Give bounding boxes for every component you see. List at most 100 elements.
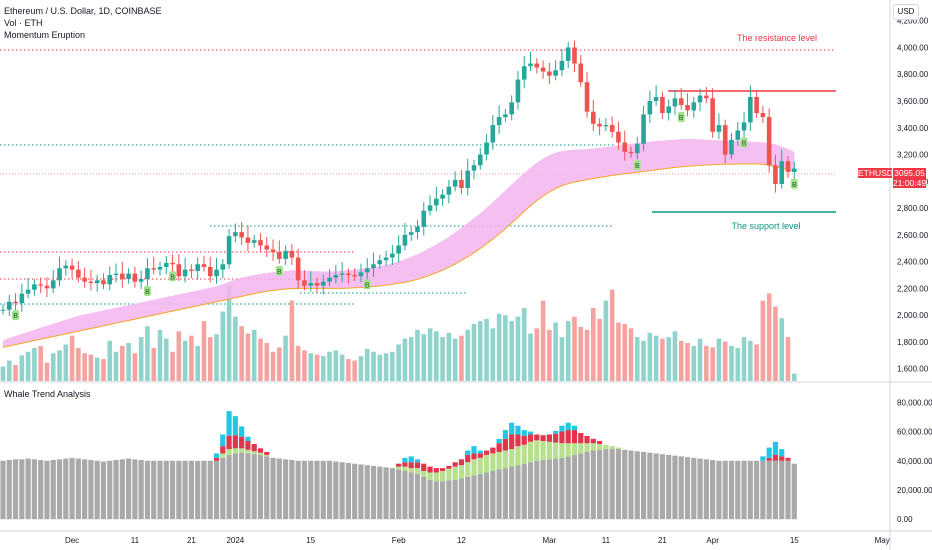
- whale-bar-red: [232, 435, 238, 449]
- candle-body: [170, 262, 175, 265]
- volume-bar: [421, 334, 427, 381]
- candle-body: [515, 79, 521, 103]
- candle-body: [440, 194, 445, 199]
- whale-bar-grey: [314, 460, 320, 520]
- time-tick-label: 11: [131, 536, 140, 545]
- volume-bar: [333, 350, 339, 381]
- whale-bar-red: [766, 457, 772, 461]
- whale-bar-cyan: [527, 431, 534, 435]
- whale-bar-red: [515, 434, 521, 447]
- whale-bar-grey: [697, 458, 703, 520]
- candle-body: [666, 106, 671, 114]
- whale-bar-cyan: [245, 436, 251, 442]
- whale-bar-cyan: [477, 450, 483, 454]
- volume-bar: [264, 343, 270, 381]
- candle-body: [151, 268, 157, 270]
- whale-bar-grey: [741, 460, 747, 520]
- whale-bar-green: [534, 440, 540, 461]
- whale-bar-grey: [50, 460, 56, 520]
- whale-bar-grey: [785, 460, 791, 520]
- whale-bar-grey: [138, 460, 144, 520]
- whale-bar-red: [421, 463, 427, 471]
- whale-bar-green: [414, 468, 421, 474]
- currency-button[interactable]: USD: [893, 4, 919, 20]
- whale-bar-red: [257, 448, 264, 453]
- candle-body: [471, 165, 477, 171]
- whale-bar-grey: [471, 475, 477, 520]
- candle-body: [628, 151, 634, 154]
- buy-marker-label: B: [13, 313, 18, 320]
- whale-bar-red: [239, 436, 245, 449]
- candle-body: [371, 264, 376, 269]
- whale-bar-grey: [628, 450, 634, 520]
- volume-bar: [63, 344, 69, 381]
- price-tick-label: 3,200.00: [897, 151, 929, 160]
- whale-bar-grey: [169, 460, 176, 520]
- volume-bar: [38, 345, 43, 381]
- volume-bar: [126, 343, 131, 381]
- candle-body: [364, 268, 370, 273]
- subpanel-legend[interactable]: Whale Trend Analysis: [4, 389, 91, 399]
- volume-bar: [145, 326, 150, 381]
- volume-bar: [258, 338, 263, 381]
- whale-bar-grey: [182, 460, 188, 520]
- symbol-title[interactable]: Ethereum / U.S. Dollar, 1D, COINBASE: [4, 6, 162, 16]
- whale-bar-red: [785, 457, 791, 461]
- time-tick-label: Apr: [706, 536, 719, 545]
- volume-bar: [748, 340, 753, 381]
- whale-bar-grey: [301, 460, 308, 520]
- candle-body: [157, 266, 163, 270]
- whale-bar-grey: [352, 463, 358, 520]
- whale-bar-cyan: [779, 449, 785, 457]
- whale-bar-green: [540, 441, 546, 461]
- whale-bar-grey: [722, 460, 728, 520]
- volume-bar: [346, 359, 351, 381]
- whale-bar-grey: [358, 464, 364, 520]
- candle-body: [226, 236, 232, 265]
- volume-bar: [245, 333, 251, 381]
- volume-bar: [163, 338, 169, 381]
- volume-bar: [704, 345, 709, 381]
- whale-bar-grey: [509, 466, 515, 520]
- volume-bar: [101, 359, 106, 381]
- volume-bar: [666, 337, 671, 381]
- candle-body: [779, 161, 785, 184]
- time-tick-label: 21: [187, 536, 196, 545]
- whale-bar-grey: [333, 461, 339, 520]
- candle-body: [572, 47, 577, 64]
- whale-bar-grey: [107, 460, 113, 520]
- candle-body: [622, 142, 628, 152]
- time-tick-label: Dec: [65, 536, 79, 545]
- whale-bar-grey: [201, 460, 207, 520]
- candle-body: [107, 274, 113, 285]
- whale-bar-red: [220, 446, 226, 454]
- whale-bar-grey: [452, 479, 458, 520]
- volume-bar: [452, 338, 458, 381]
- whale-bar-grey: [31, 459, 37, 520]
- whale-bar-green: [452, 466, 458, 480]
- whale-bar-green: [603, 444, 609, 450]
- whale-bar-grey: [559, 457, 565, 520]
- candle-body: [729, 139, 734, 155]
- whale-bar-grey: [728, 460, 735, 520]
- whale-bar-grey: [477, 473, 483, 520]
- whale-bar-red: [440, 468, 446, 471]
- candle-body: [616, 131, 621, 143]
- volume-bar: [302, 350, 307, 381]
- volume-bar: [408, 337, 414, 381]
- whale-bar-red: [251, 443, 257, 452]
- whale-bar-green: [264, 454, 270, 457]
- candle-body: [697, 95, 703, 103]
- indicator-legend[interactable]: Momentum Eruption: [4, 30, 86, 40]
- whale-bar-grey: [264, 456, 270, 520]
- volume-legend[interactable]: Vol · ETH: [4, 18, 43, 28]
- time-tick-label: 15: [790, 536, 799, 545]
- volume-bar: [132, 353, 138, 381]
- candle-body: [233, 232, 238, 237]
- candle-body: [289, 250, 295, 258]
- candle-body: [521, 66, 527, 80]
- volume-bar: [559, 337, 565, 381]
- candle-body: [113, 273, 119, 275]
- whale-tick-label: 0.00: [897, 515, 913, 524]
